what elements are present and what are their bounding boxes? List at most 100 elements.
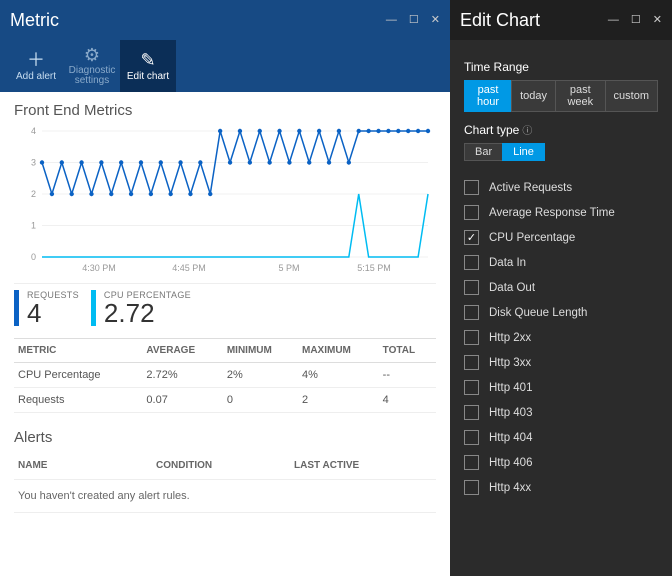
editchart-titlebar: Edit Chart — ☐ ✕ [450, 0, 672, 40]
metric-checkbox-list: Active Requests Average Response Time CPU … [464, 175, 658, 500]
svg-text:4: 4 [31, 126, 36, 136]
plus-icon: ＋ [27, 51, 45, 69]
table-row: CPU Percentage2.72%2%4%-- [14, 363, 436, 388]
checkbox[interactable] [464, 205, 479, 220]
maximize-icon[interactable]: ☐ [409, 15, 419, 26]
alerts-title: Alerts [14, 429, 436, 446]
metrics-table: METRICAVERAGEMINIMUMMAXIMUMTOTAL CPU Per… [14, 338, 436, 413]
charttype-option[interactable]: Bar [464, 143, 503, 161]
metric-title: Metric [10, 10, 59, 31]
timerange-segment: past hourtodaypast weekcustom [464, 80, 658, 112]
checkbox[interactable] [464, 455, 479, 470]
chart-title: Front End Metrics [14, 102, 436, 119]
table-header: AVERAGE [142, 339, 222, 363]
table-header: TOTAL [379, 339, 436, 363]
table-row: Requests0.07024 [14, 388, 436, 413]
edit-chart-button[interactable]: ✎ Edit chart [120, 40, 176, 92]
metrics-chart: 012344:30 PM4:45 PM5 PM5:15 PM [14, 125, 434, 275]
charttype-label: Chart typeⓘ [464, 122, 658, 137]
svg-text:0: 0 [31, 252, 36, 262]
checkbox[interactable] [464, 355, 479, 370]
metric-label: Average Response Time [489, 207, 615, 219]
edit-chart-panel: Edit Chart — ☐ ✕ Time Range past hourtod… [450, 0, 672, 576]
svg-text:3: 3 [31, 158, 36, 168]
checkbox[interactable] [464, 180, 479, 195]
svg-text:1: 1 [31, 221, 36, 231]
metric-item[interactable]: Http 3xx [464, 350, 658, 375]
metric-label: Http 3xx [489, 357, 531, 369]
timerange-option[interactable]: past hour [464, 80, 512, 112]
metric-item[interactable]: Disk Queue Length [464, 300, 658, 325]
alerts-empty: You haven't created any alert rules. [14, 480, 436, 513]
metric-item[interactable]: CPU Percentage [464, 225, 658, 250]
checkbox[interactable] [464, 305, 479, 320]
stats-row: REQUESTS4 CPU PERCENTAGE2.72 [14, 283, 436, 326]
metric-item[interactable]: Http 403 [464, 400, 658, 425]
info-icon[interactable]: ⓘ [522, 126, 532, 137]
stat-block: CPU PERCENTAGE2.72 [91, 290, 191, 326]
checkbox[interactable] [464, 280, 479, 295]
metric-item[interactable]: Active Requests [464, 175, 658, 200]
gear-icon: ⚙ [84, 46, 100, 64]
close-icon[interactable]: ✕ [653, 15, 662, 26]
metric-label: Http 403 [489, 407, 532, 419]
metric-panel: Metric — ☐ ✕ ＋ Add alert ⚙ Diagnostic se… [0, 0, 450, 576]
window-controls: — ☐ ✕ [386, 15, 440, 26]
metric-item[interactable]: Http 2xx [464, 325, 658, 350]
metric-label: Http 406 [489, 457, 532, 469]
svg-text:5 PM: 5 PM [278, 263, 299, 273]
editchart-body: Time Range past hourtodaypast weekcustom… [450, 40, 672, 576]
svg-text:5:15 PM: 5:15 PM [357, 263, 391, 273]
metric-item[interactable]: Data In [464, 250, 658, 275]
checkbox[interactable] [464, 330, 479, 345]
table-header: MINIMUM [223, 339, 298, 363]
svg-text:2: 2 [31, 189, 36, 199]
metric-label: Http 404 [489, 432, 532, 444]
charttype-segment: BarLine [464, 143, 658, 161]
metric-item[interactable]: Average Response Time [464, 200, 658, 225]
window-controls-right: — ☐ ✕ [608, 15, 662, 26]
metric-content: Front End Metrics 012344:30 PM4:45 PM5 P… [0, 92, 450, 576]
metric-item[interactable]: Http 4xx [464, 475, 658, 500]
editchart-title: Edit Chart [460, 10, 540, 31]
metric-item[interactable]: Http 404 [464, 425, 658, 450]
maximize-icon[interactable]: ☐ [631, 15, 641, 26]
diagnostic-settings-button[interactable]: ⚙ Diagnostic settings [64, 40, 120, 92]
checkbox[interactable] [464, 480, 479, 495]
charttype-option[interactable]: Line [502, 143, 545, 161]
metric-label: Http 2xx [489, 332, 531, 344]
timerange-option[interactable]: custom [605, 80, 658, 112]
checkbox[interactable] [464, 255, 479, 270]
diag-label: Diagnostic settings [69, 66, 116, 86]
alerts-section: Alerts NAMECONDITIONLAST ACTIVE You have… [14, 429, 436, 513]
timerange-label: Time Range [464, 60, 658, 74]
checkbox[interactable] [464, 430, 479, 445]
metric-label: Data In [489, 257, 526, 269]
metric-item[interactable]: Http 401 [464, 375, 658, 400]
timerange-option[interactable]: past week [555, 80, 606, 112]
minimize-icon[interactable]: — [386, 15, 397, 26]
pencil-icon: ✎ [140, 51, 155, 69]
table-header: METRIC [14, 339, 142, 363]
checkbox[interactable] [464, 380, 479, 395]
metric-label: CPU Percentage [489, 232, 575, 244]
table-header: MAXIMUM [298, 339, 379, 363]
stat-block: REQUESTS4 [14, 290, 79, 326]
metric-label: Active Requests [489, 182, 572, 194]
metric-toolbar: ＋ Add alert ⚙ Diagnostic settings ✎ Edit… [0, 40, 450, 92]
edit-chart-label: Edit chart [127, 71, 169, 82]
timerange-option[interactable]: today [511, 80, 556, 112]
minimize-icon[interactable]: — [608, 15, 619, 26]
alerts-header: NAMECONDITIONLAST ACTIVE [14, 452, 436, 480]
metric-titlebar: Metric — ☐ ✕ [0, 0, 450, 40]
metric-item[interactable]: Http 406 [464, 450, 658, 475]
stat-value: 2.72 [104, 300, 191, 326]
metric-label: Http 401 [489, 382, 532, 394]
metric-item[interactable]: Data Out [464, 275, 658, 300]
metric-label: Data Out [489, 282, 535, 294]
add-alert-label: Add alert [16, 71, 56, 82]
checkbox[interactable] [464, 405, 479, 420]
checkbox[interactable] [464, 230, 479, 245]
close-icon[interactable]: ✕ [431, 15, 440, 26]
add-alert-button[interactable]: ＋ Add alert [8, 40, 64, 92]
